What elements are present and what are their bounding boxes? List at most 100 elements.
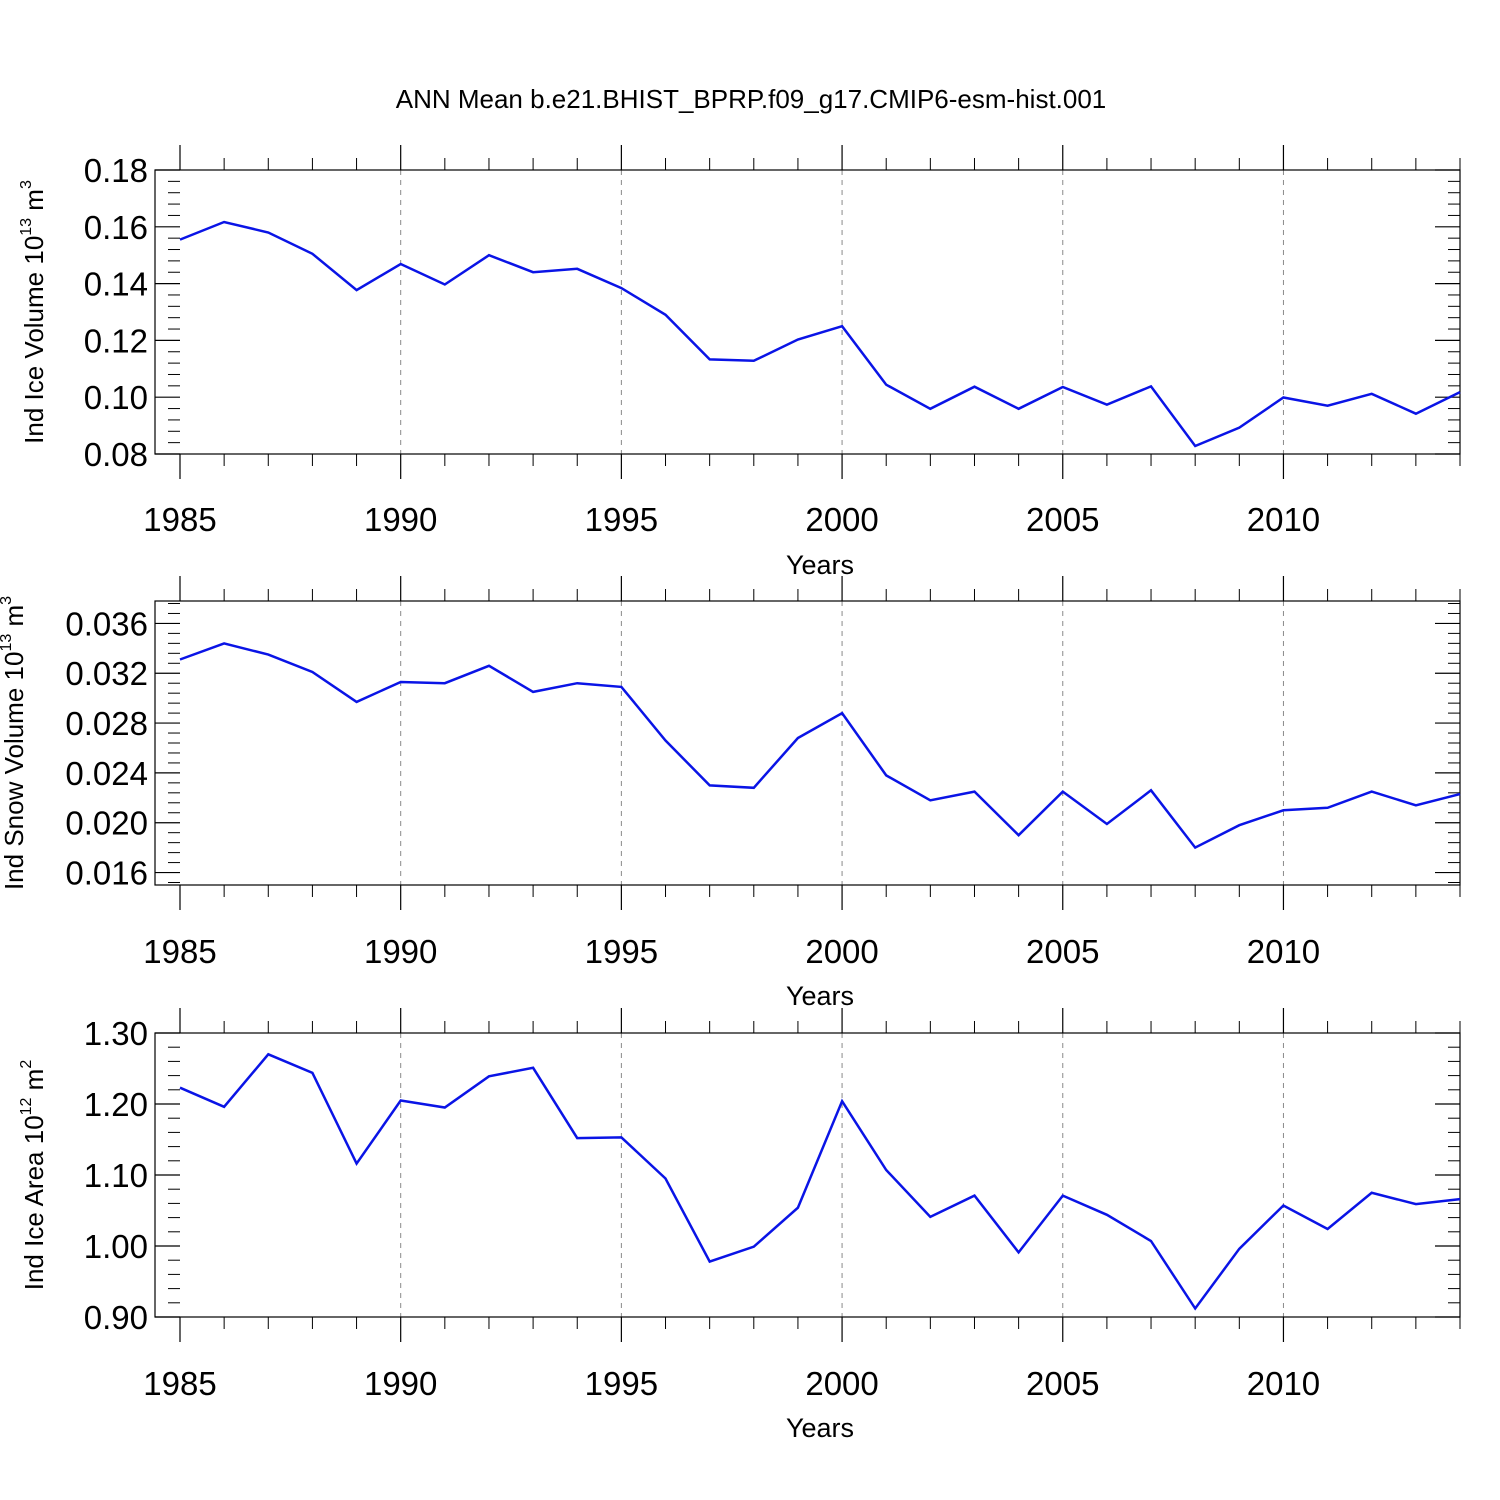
data-point (266, 230, 270, 234)
data-point (178, 1086, 182, 1090)
data-point (708, 357, 712, 361)
x-tick-label: 2005 (1026, 1365, 1099, 1402)
y-axis-label-unit: m (0, 605, 29, 634)
data-point (1370, 790, 1374, 794)
data-point (1414, 1202, 1418, 1206)
data-point (796, 736, 800, 740)
data-point (619, 685, 623, 689)
data-point (928, 1215, 932, 1219)
data-point (1149, 788, 1153, 792)
data-point (266, 653, 270, 657)
data-point (619, 286, 623, 290)
y-tick-label: 0.12 (84, 322, 148, 359)
panel-1: 1985 1990 1995 2000 2005 2010 Years 0.08 0.10 0.1… (18, 145, 1462, 580)
x-tick-label: 2010 (1247, 933, 1320, 970)
data-point (1281, 808, 1285, 812)
data-point (1370, 1191, 1374, 1195)
data-point (531, 690, 535, 694)
x-tick-label: 2010 (1247, 1365, 1320, 1402)
x-tick-label: 2010 (1247, 501, 1320, 538)
data-point (840, 324, 844, 328)
data-point (266, 1052, 270, 1056)
data-point (884, 383, 888, 387)
y-tick-label: 0.024 (65, 755, 148, 792)
data-point (928, 798, 932, 802)
y-axis-label-unit: m (19, 189, 49, 218)
y-tick-label: 0.016 (65, 855, 148, 892)
data-point (972, 385, 976, 389)
panel-2: 1985 1990 1995 2000 2005 2010 Years 0.016 0.020 0… (0, 576, 1462, 1011)
x-axis-label: Years (786, 550, 854, 580)
data-point (222, 220, 226, 224)
data-point (840, 1099, 844, 1103)
data-point (178, 658, 182, 662)
data-point (708, 1260, 712, 1264)
data-point (972, 790, 976, 794)
data-point (796, 338, 800, 342)
data-point (399, 680, 403, 684)
data-point (1105, 822, 1109, 826)
data-point (1458, 390, 1462, 394)
data-point (972, 1194, 976, 1198)
data-point (1017, 833, 1021, 837)
data-point (222, 641, 226, 645)
y-tick-label: 0.10 (84, 379, 148, 416)
y-axis-label: Ind Ice Volume 1013 m3 (18, 180, 49, 444)
y-axis-label-exponent: 12 (18, 1097, 35, 1115)
y-axis-label-exponent: 13 (0, 634, 15, 652)
x-tick-label: 2005 (1026, 501, 1099, 538)
data-point (355, 700, 359, 704)
x-tick-label: 1995 (585, 501, 658, 538)
data-point (443, 681, 447, 685)
data-point (575, 681, 579, 685)
data-point (1458, 792, 1462, 796)
y-axis-label: Ind Ice Area 1012 m2 (18, 1060, 49, 1291)
data-point (708, 783, 712, 787)
data-point (487, 1074, 491, 1078)
data-point (1237, 1247, 1241, 1251)
series-line (179, 1052, 1461, 1311)
y-axis-label-unit-exponent: 3 (0, 596, 15, 605)
data-point (1326, 806, 1330, 810)
plot-frame (154, 169, 1461, 455)
data-point (928, 407, 932, 411)
y-tick-label: 0.18 (84, 152, 148, 189)
data-point (1414, 412, 1418, 416)
data-point (752, 1245, 756, 1249)
y-axis-label-main: Ind Ice Volume 10 (19, 236, 49, 444)
data-point (752, 359, 756, 363)
x-tick-label: 2000 (805, 501, 878, 538)
y-tick-label: 0.032 (65, 655, 148, 692)
data-point (752, 786, 756, 790)
data-point (1237, 426, 1241, 430)
data-point (1149, 1239, 1153, 1243)
data-point (1061, 790, 1065, 794)
y-tick-label: 1.10 (84, 1157, 148, 1194)
x-tick-label: 1985 (143, 1365, 216, 1402)
data-point (664, 313, 668, 317)
data-point (1370, 392, 1374, 396)
data-point (1326, 1227, 1330, 1231)
x-tick-label: 2000 (805, 933, 878, 970)
data-point (1105, 403, 1109, 407)
y-tick-label: 1.30 (84, 1015, 148, 1052)
data-point (664, 739, 668, 743)
data-point (1061, 1194, 1065, 1198)
data-point (1281, 395, 1285, 399)
data-point (1017, 1250, 1021, 1254)
chart-panels: 1985 1990 1995 2000 2005 2010 Years 0.08 0.10 0.1… (0, 145, 1462, 1443)
y-tick-label: 0.08 (84, 436, 148, 473)
y-axis-label-unit: m (19, 1069, 49, 1098)
data-point (575, 1136, 579, 1140)
panel-3: 1985 1990 1995 2000 2005 2010 Years 0.90 1.00 1.1… (18, 1008, 1461, 1443)
data-point (796, 1206, 800, 1210)
data-point (399, 1098, 403, 1102)
x-tick-label: 1990 (364, 1365, 437, 1402)
y-axis-label-main: Ind Ice Area 10 (19, 1115, 49, 1290)
data-point (310, 252, 314, 256)
x-tick-label: 1985 (143, 933, 216, 970)
x-axis-label: Years (786, 981, 854, 1011)
y-tick-label: 0.90 (84, 1299, 148, 1336)
data-point (884, 773, 888, 777)
